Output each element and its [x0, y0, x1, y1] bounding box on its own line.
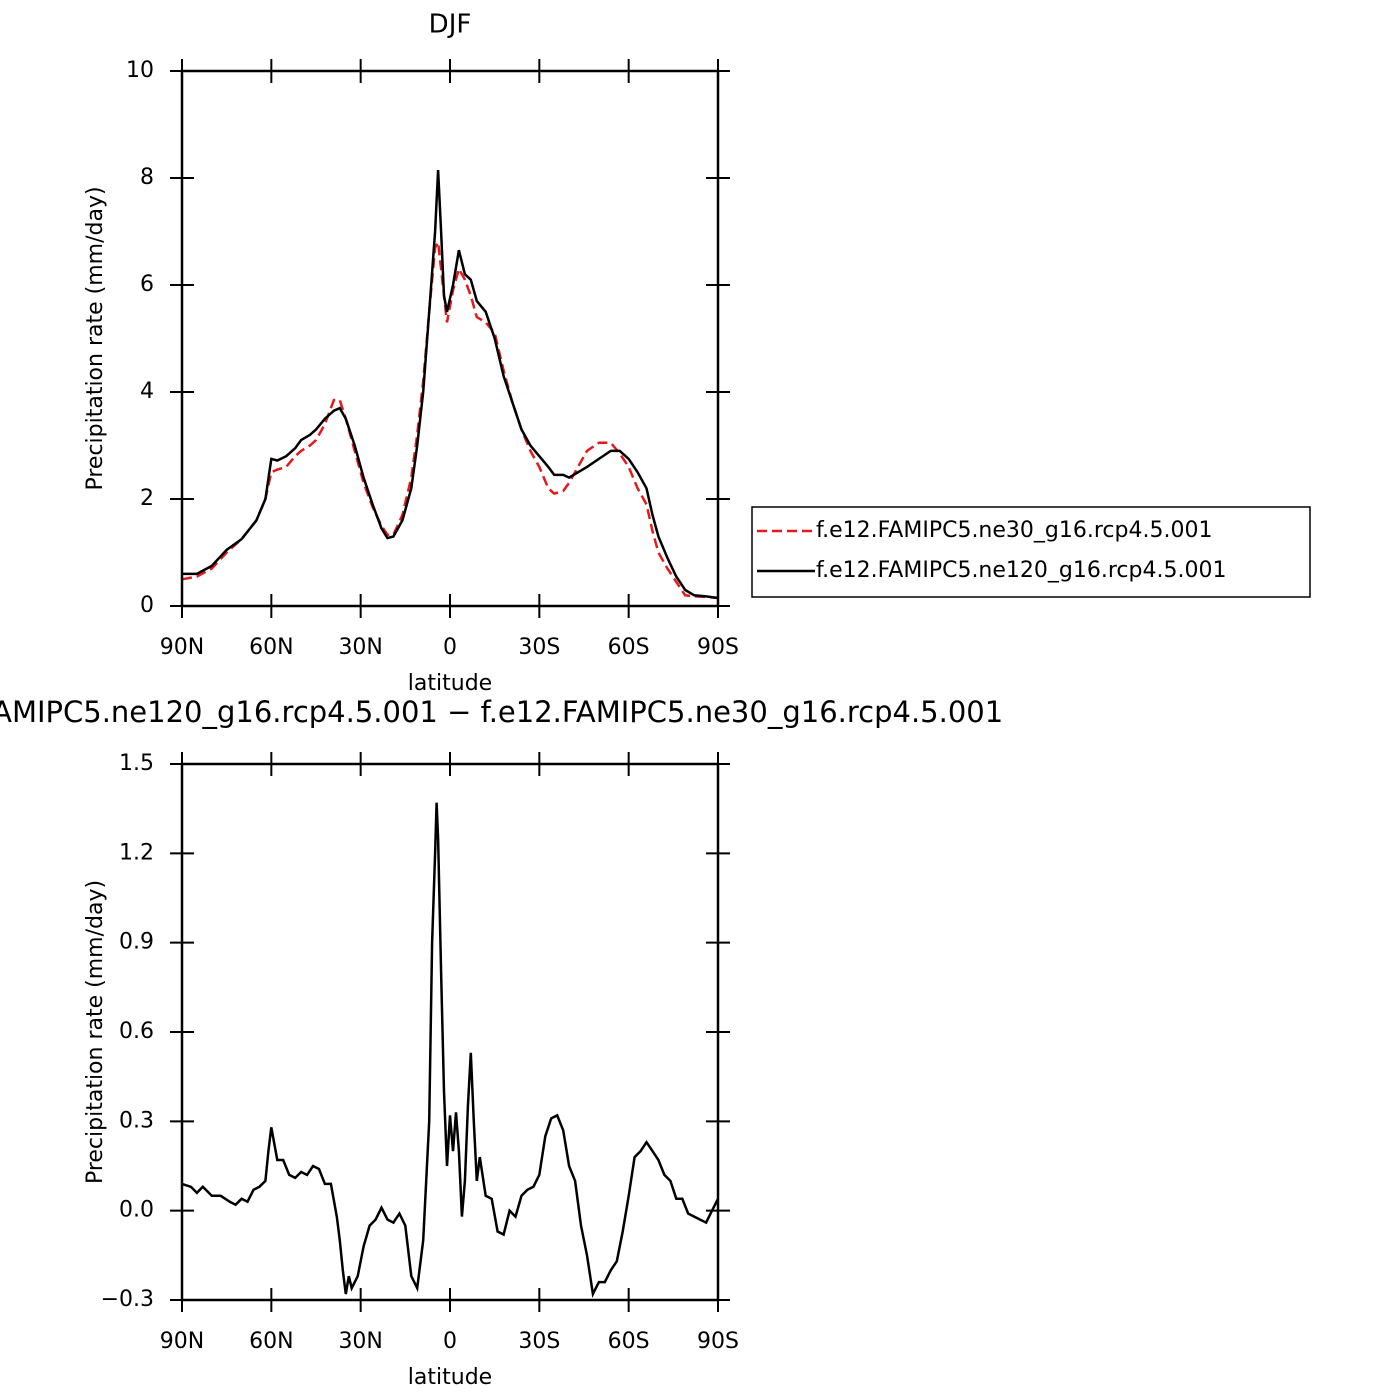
data-line: [182, 169, 719, 600]
y-tick-label: 10: [126, 58, 154, 83]
x-tick-label: 90N: [160, 635, 204, 660]
y-tick-label: −0.3: [101, 1287, 154, 1312]
x-tick-label: 90S: [697, 1329, 739, 1354]
x-tick-label: 60S: [608, 1329, 650, 1354]
x-tick-label: 30N: [338, 635, 382, 660]
y-axis-label: Precipitation rate (mm/day): [83, 186, 108, 490]
y-tick-label: 0.3: [119, 1108, 154, 1133]
y-tick-label: 0: [140, 593, 154, 618]
legend-label: f.e12.FAMIPC5.ne120_g16.rcp4.5.001: [816, 558, 1226, 583]
x-tick-label: 30N: [338, 1329, 382, 1354]
x-axis-label: latitude: [408, 1365, 492, 1390]
x-tick-label: 0: [443, 635, 457, 660]
data-line: [181, 802, 720, 1299]
chart-title: DJF: [429, 10, 472, 40]
x-tick-label: 60S: [608, 635, 650, 660]
x-tick-label: 0: [443, 1329, 457, 1354]
y-tick-label: 0.9: [119, 930, 154, 955]
chart-title: f.e12.FAMIPC5.ne120_g16.rcp4.5.001 − f.e…: [0, 695, 1003, 729]
x-tick-label: 30S: [518, 635, 560, 660]
x-tick-label: 90S: [697, 635, 739, 660]
y-tick-label: 0.0: [119, 1198, 154, 1223]
legend-box: [751, 506, 1311, 598]
x-tick-label: 90N: [160, 1329, 204, 1354]
y-axis-label: Precipitation rate (mm/day): [83, 880, 108, 1184]
x-axis-label: latitude: [408, 671, 492, 696]
plot-frame: [180, 69, 720, 608]
y-tick-label: 4: [140, 379, 154, 404]
y-tick-label: 8: [140, 165, 154, 190]
x-tick-label: 60N: [249, 635, 293, 660]
x-tick-label: 30S: [518, 1329, 560, 1354]
y-tick-label: 2: [140, 486, 154, 511]
y-tick-label: 1.5: [119, 751, 154, 776]
y-tick-label: 6: [140, 272, 154, 297]
x-tick-label: 60N: [249, 1329, 293, 1354]
legend: f.e12.FAMIPC5.ne30_g16.rcp4.5.001 f.e12.F…: [751, 506, 1311, 598]
y-tick-label: 0.6: [119, 1019, 154, 1044]
y-tick-label: 1.2: [119, 840, 154, 865]
plot-frame: [180, 762, 720, 1302]
legend-label: f.e12.FAMIPC5.ne30_g16.rcp4.5.001: [816, 518, 1212, 543]
